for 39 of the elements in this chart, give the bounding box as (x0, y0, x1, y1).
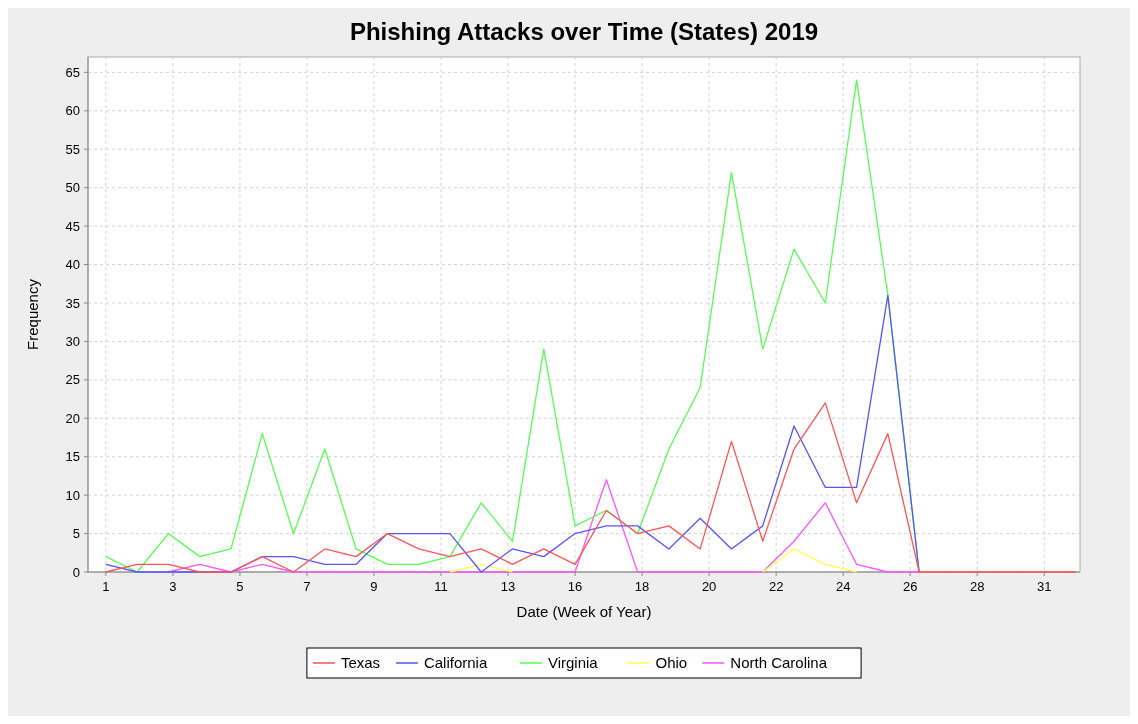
x-tick-label: 26 (902, 579, 918, 594)
y-tick-label: 30 (65, 333, 80, 349)
y-tick-label: 65 (65, 64, 80, 80)
y-tick-label: 25 (65, 372, 80, 388)
chart-title: Phishing Attacks over Time (States) 2019 (349, 18, 819, 45)
y-tick-label: 60 (65, 103, 80, 119)
y-tick-label: 10 (65, 487, 80, 503)
y-tick-label: 50 (65, 180, 80, 196)
x-tick-label: 24 (835, 579, 851, 594)
x-tick-label: 9 (370, 579, 378, 594)
legend-label: Virginia (547, 654, 599, 672)
legend-label: Texas (340, 654, 381, 672)
y-tick-label: 35 (65, 295, 80, 311)
x-tick-label: 28 (969, 579, 985, 594)
x-tick-label: 5 (236, 579, 244, 594)
y-tick-label: 55 (65, 141, 80, 157)
y-tick-label: 5 (72, 526, 80, 542)
line-series (105, 402, 1077, 573)
legend-label: North Carolina (730, 654, 828, 672)
legend-label: Ohio (655, 654, 688, 672)
y-tick-label: 0 (72, 564, 80, 580)
x-tick-label: 1 (102, 579, 110, 594)
x-axis-title: Date (Week of Year) (516, 603, 652, 620)
y-tick-label: 40 (65, 257, 80, 273)
x-tick-label: 31 (1037, 579, 1052, 594)
y-tick-label: 20 (65, 410, 80, 426)
x-tick-label: 3 (169, 579, 177, 594)
legend-label: California (423, 654, 488, 672)
x-tick-label: 18 (634, 579, 650, 594)
x-tick-label: 20 (701, 579, 717, 594)
x-tick-label: 11 (434, 579, 448, 594)
x-tick-label: 7 (303, 579, 311, 594)
y-tick-label: 45 (65, 218, 80, 234)
x-tick-label: 16 (567, 579, 583, 594)
x-tick-label: 22 (768, 579, 784, 594)
y-axis-title: Frequency (24, 278, 41, 350)
x-tick-label: 13 (500, 579, 516, 594)
line-series (105, 294, 920, 573)
y-tick-label: 15 (65, 449, 80, 465)
